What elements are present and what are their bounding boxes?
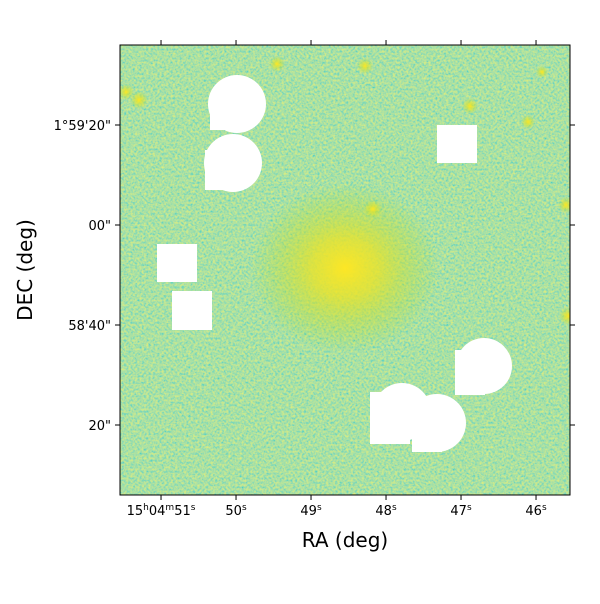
x-tick-label: 46s (525, 503, 547, 519)
mask (157, 244, 197, 282)
mask (205, 150, 225, 190)
x-tick-label: 49s (300, 503, 322, 519)
masks (157, 75, 512, 452)
x-tick-label: 15h04m51s (127, 503, 196, 519)
stars (120, 56, 570, 325)
x-tick-label: 47s (450, 503, 472, 519)
y-tick-label: 1°59'20" (54, 119, 111, 134)
star (521, 115, 535, 129)
y-tick-label: 58'40" (68, 319, 111, 334)
y-tick-label: 00" (88, 219, 111, 234)
plot-frame (119, 44, 571, 496)
mask (455, 350, 485, 395)
mask (412, 420, 442, 452)
star (269, 56, 285, 72)
star (559, 307, 570, 325)
x-axis-title: RA (deg) (302, 528, 388, 552)
y-axis-title: DEC (deg) (13, 219, 37, 321)
mask (370, 392, 410, 444)
y-tick-label: 20" (88, 419, 111, 434)
x-tick-label: 48s (375, 503, 397, 519)
galaxy (250, 183, 440, 353)
star (536, 66, 548, 78)
star (364, 200, 382, 218)
mask (437, 125, 477, 163)
mask (210, 100, 230, 130)
star (130, 91, 148, 109)
sky-image (120, 45, 570, 495)
x-tick-label: 50s (225, 503, 247, 519)
star (558, 197, 570, 213)
star (120, 84, 134, 100)
star (462, 98, 478, 114)
mask (172, 291, 212, 330)
star (357, 58, 373, 74)
